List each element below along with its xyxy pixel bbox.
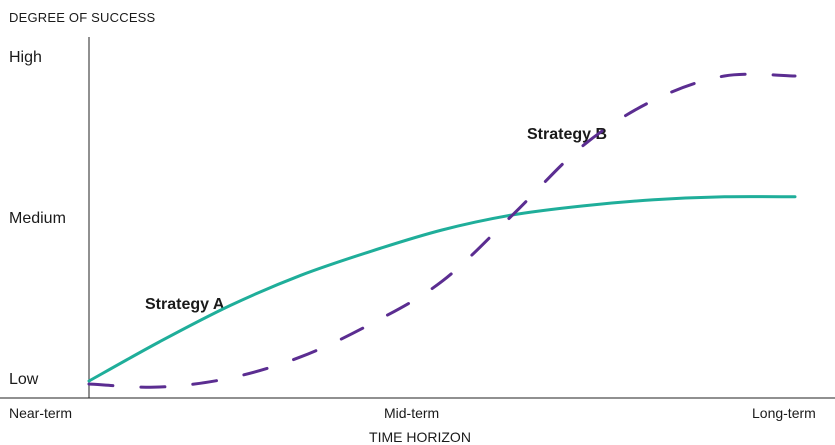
x-tick-mid-term: Mid-term <box>384 405 440 421</box>
x-tick-long-term: Long-term <box>752 405 816 421</box>
series-label-strategy-b: Strategy B <box>527 126 608 143</box>
series-label-strategy-a: Strategy A <box>145 296 225 313</box>
y-tick-low: Low <box>9 371 39 388</box>
y-tick-medium: Medium <box>9 210 66 227</box>
series-line-strategy-a <box>87 195 797 383</box>
series-line-strategy-b <box>87 72 797 389</box>
x-axis-title: TIME HORIZON <box>369 429 471 445</box>
y-tick-high: High <box>9 49 42 66</box>
x-tick-near-term: Near-term <box>9 405 73 421</box>
y-axis-title: DEGREE OF SUCCESS <box>9 10 156 25</box>
